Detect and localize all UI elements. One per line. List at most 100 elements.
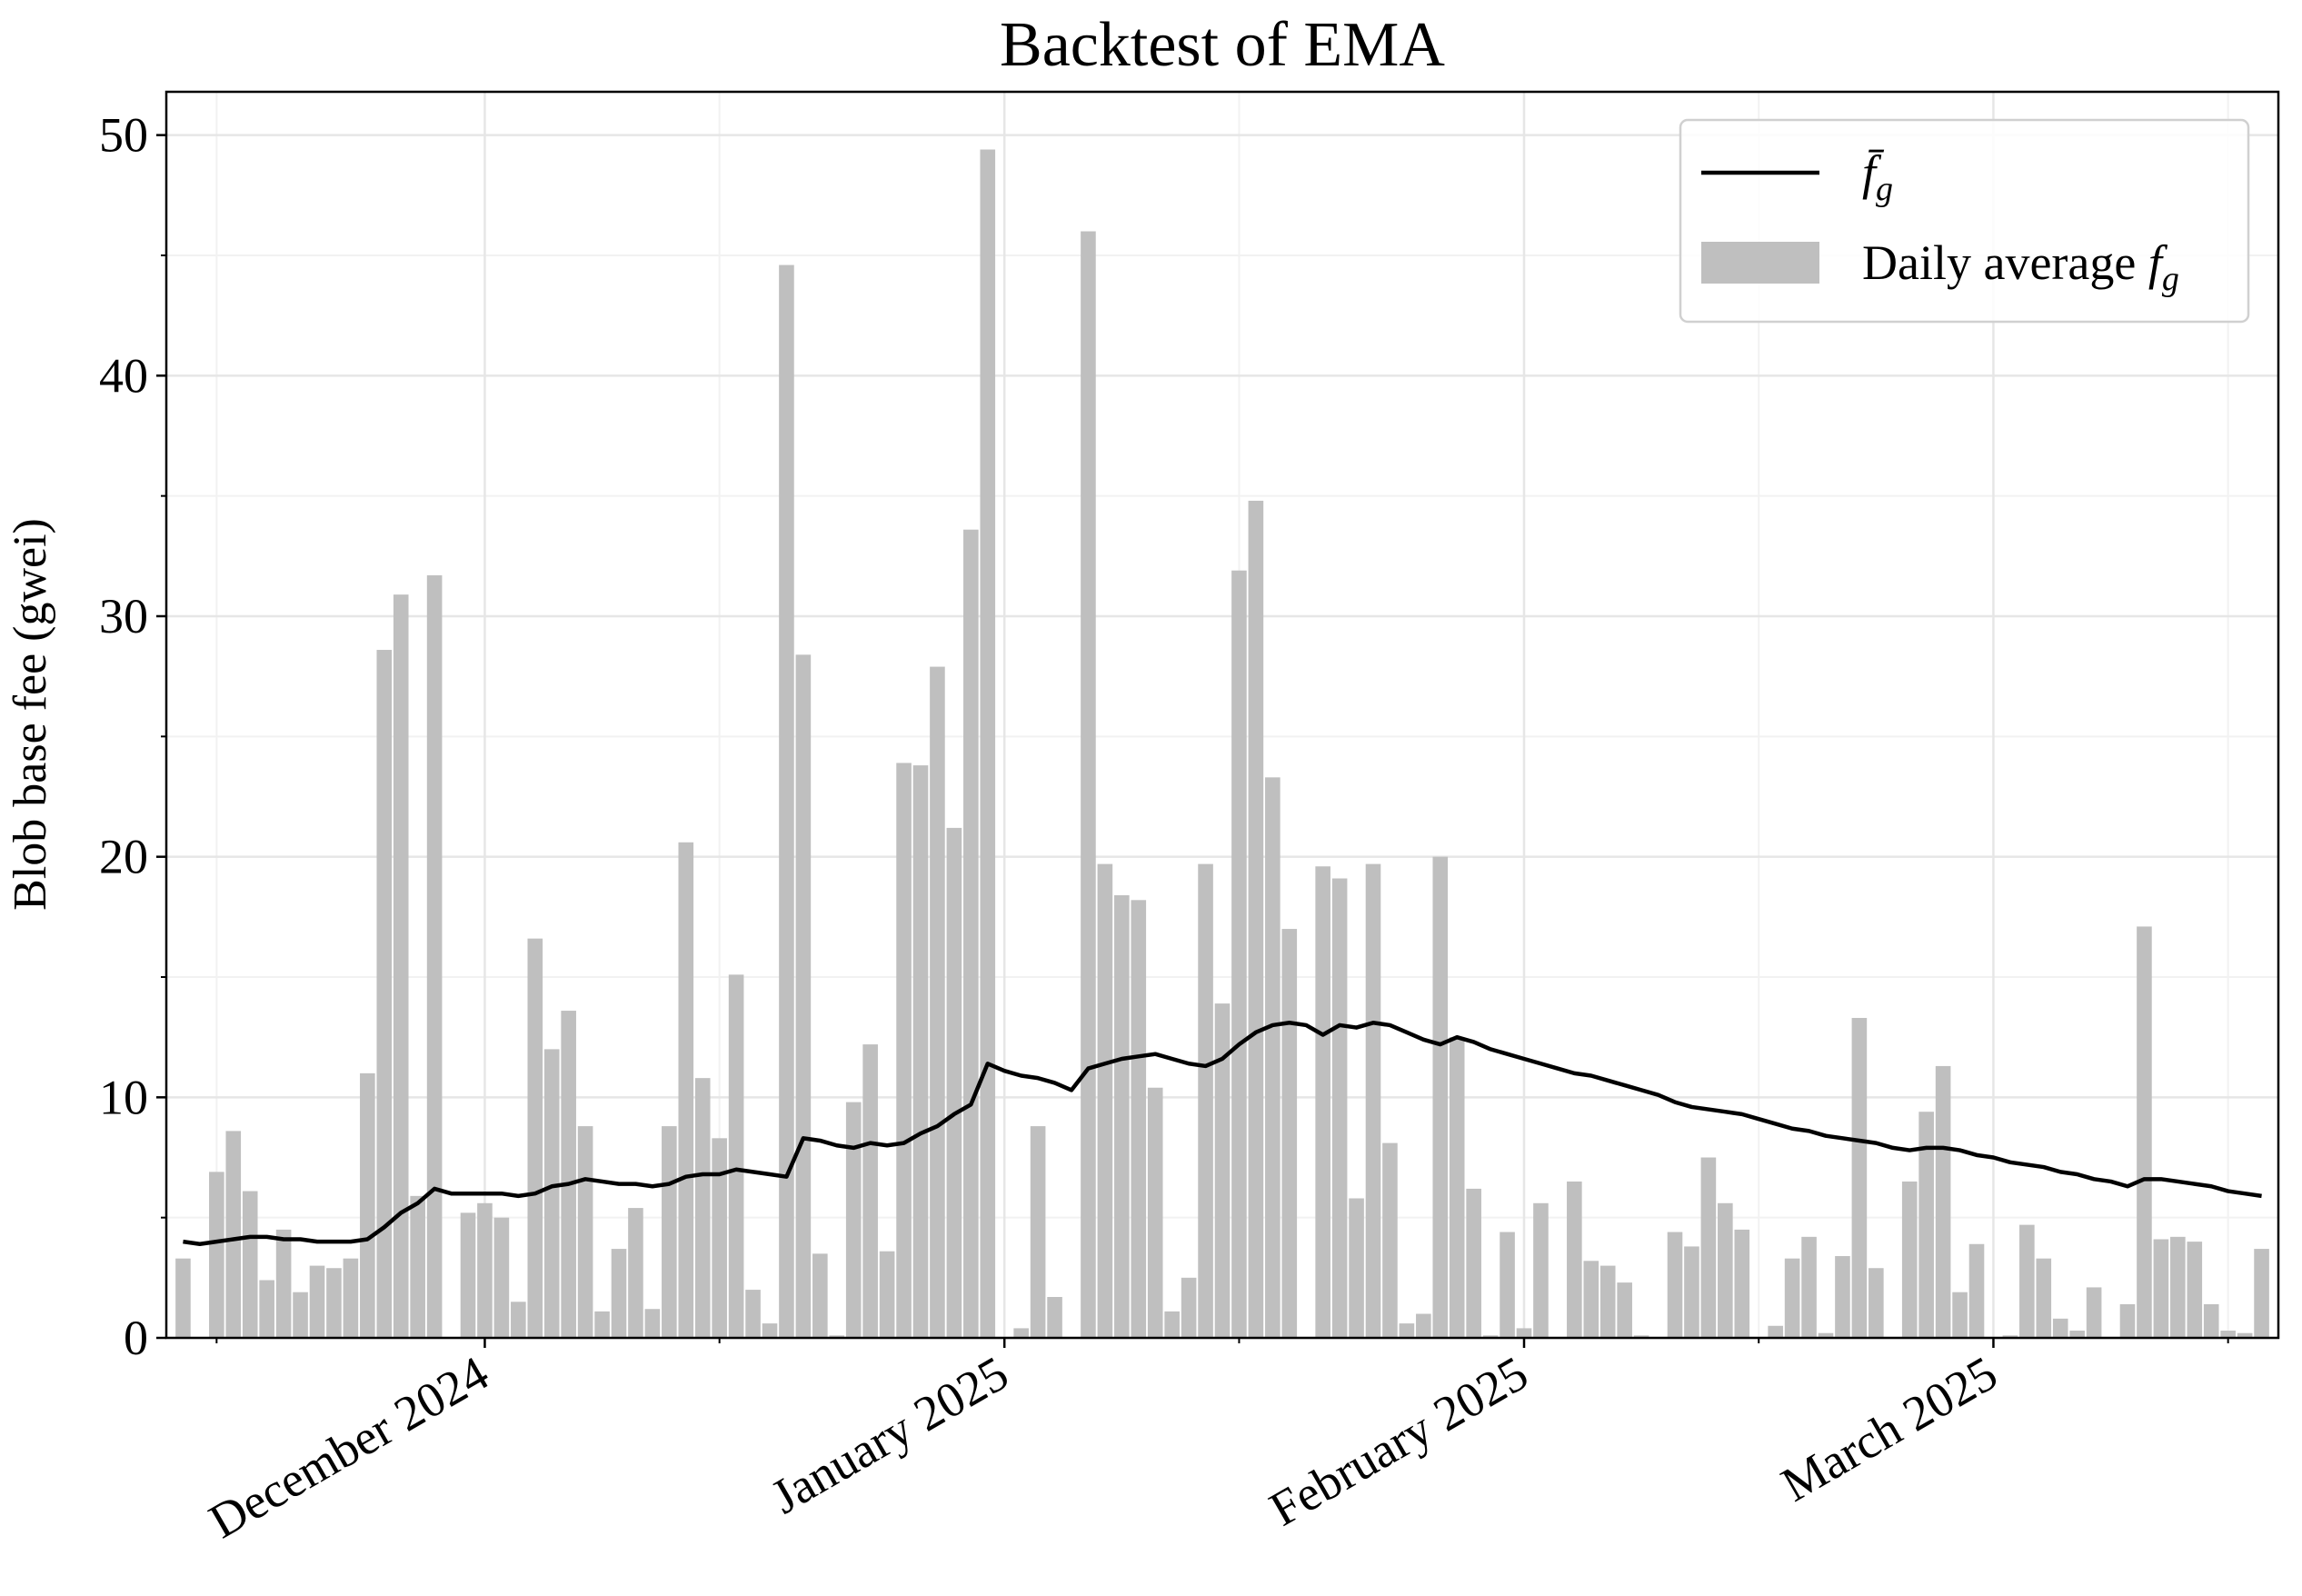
bar xyxy=(2019,1224,2035,1338)
bar xyxy=(1851,1017,1868,1338)
bar xyxy=(1349,1198,1364,1338)
bar xyxy=(1901,1181,1918,1338)
bar xyxy=(862,1044,878,1338)
bar xyxy=(728,974,744,1338)
chart-title: Backtest of EMA xyxy=(1000,10,1445,80)
bar xyxy=(1265,777,1281,1338)
bar xyxy=(1030,1126,1046,1338)
bar xyxy=(493,1217,510,1338)
bar xyxy=(1516,1328,1532,1338)
bar xyxy=(1214,1003,1231,1338)
bar xyxy=(2137,926,2152,1338)
bar xyxy=(930,666,945,1338)
bar xyxy=(2203,1303,2219,1338)
bar xyxy=(1500,1232,1515,1338)
bar xyxy=(1198,863,1213,1338)
bar xyxy=(2002,1335,2018,1338)
bar xyxy=(2086,1287,2102,1338)
bar xyxy=(829,1335,845,1338)
bar xyxy=(628,1208,643,1338)
bar xyxy=(694,1078,711,1338)
bar xyxy=(779,264,794,1338)
bar xyxy=(2069,1331,2085,1338)
bar xyxy=(410,1195,425,1338)
bar xyxy=(477,1202,493,1338)
bar xyxy=(242,1191,258,1338)
bar xyxy=(343,1258,359,1338)
legend-swatch xyxy=(1701,242,1819,284)
y-tick-label: 50 xyxy=(99,108,148,163)
bar xyxy=(1768,1325,1783,1338)
bar xyxy=(1835,1256,1850,1338)
bar xyxy=(594,1311,610,1338)
bar xyxy=(1281,929,1298,1338)
bar xyxy=(1935,1065,1951,1338)
y-tick-label: 0 xyxy=(124,1311,148,1365)
bar xyxy=(275,1229,292,1338)
bar xyxy=(1599,1265,1616,1338)
bar xyxy=(644,1309,661,1338)
bar xyxy=(1365,863,1381,1338)
bar xyxy=(2052,1318,2068,1338)
bar xyxy=(225,1131,242,1338)
bar xyxy=(426,574,443,1338)
bar xyxy=(2187,1242,2203,1338)
bar xyxy=(1818,1332,1834,1338)
bar xyxy=(1583,1261,1599,1338)
bar xyxy=(293,1292,308,1338)
bar xyxy=(1869,1268,1884,1338)
bar xyxy=(1718,1202,1733,1338)
bar xyxy=(1667,1232,1683,1338)
bar xyxy=(1918,1112,1934,1338)
bar xyxy=(611,1249,627,1338)
bar xyxy=(1801,1236,1817,1338)
y-tick-label: 10 xyxy=(99,1070,148,1124)
bar xyxy=(795,654,812,1338)
bar xyxy=(1533,1202,1549,1338)
bar xyxy=(1784,1258,1800,1338)
bar xyxy=(1013,1328,1029,1338)
bar xyxy=(1331,878,1348,1338)
bar xyxy=(309,1265,325,1338)
bar xyxy=(577,1126,593,1338)
bar xyxy=(543,1049,560,1338)
bar xyxy=(209,1172,224,1338)
bar xyxy=(1700,1157,1717,1338)
bar xyxy=(980,149,996,1338)
line xyxy=(183,1021,2262,1247)
bar xyxy=(1466,1188,1481,1338)
bar xyxy=(376,650,393,1338)
bar xyxy=(1131,900,1147,1338)
bar xyxy=(1097,863,1113,1338)
bar xyxy=(963,529,979,1338)
bar xyxy=(1315,866,1330,1338)
y-tick-label: 30 xyxy=(99,589,148,643)
bar xyxy=(812,1253,828,1338)
bar xyxy=(1617,1282,1632,1338)
bar xyxy=(511,1302,526,1338)
bar xyxy=(561,1011,576,1338)
bar xyxy=(2153,1239,2169,1338)
bar xyxy=(527,938,543,1338)
bar xyxy=(2119,1303,2136,1338)
bar xyxy=(912,765,929,1338)
legend-label: Daily average fg xyxy=(1862,235,2179,298)
y-tick-label: 20 xyxy=(99,830,148,884)
bar xyxy=(2036,1258,2052,1338)
bar xyxy=(1416,1313,1431,1338)
bar xyxy=(2254,1249,2269,1338)
bar xyxy=(662,1126,677,1338)
bar xyxy=(1968,1243,1985,1338)
bar xyxy=(845,1102,862,1338)
plot-frame xyxy=(164,90,2280,1340)
bar xyxy=(1734,1229,1750,1338)
bar xyxy=(360,1072,375,1338)
y-axis-label: Blob base fee (gwei) xyxy=(5,518,56,911)
bar xyxy=(678,842,694,1338)
bar xyxy=(175,1258,191,1338)
bar xyxy=(1047,1297,1062,1338)
bar xyxy=(259,1280,274,1338)
